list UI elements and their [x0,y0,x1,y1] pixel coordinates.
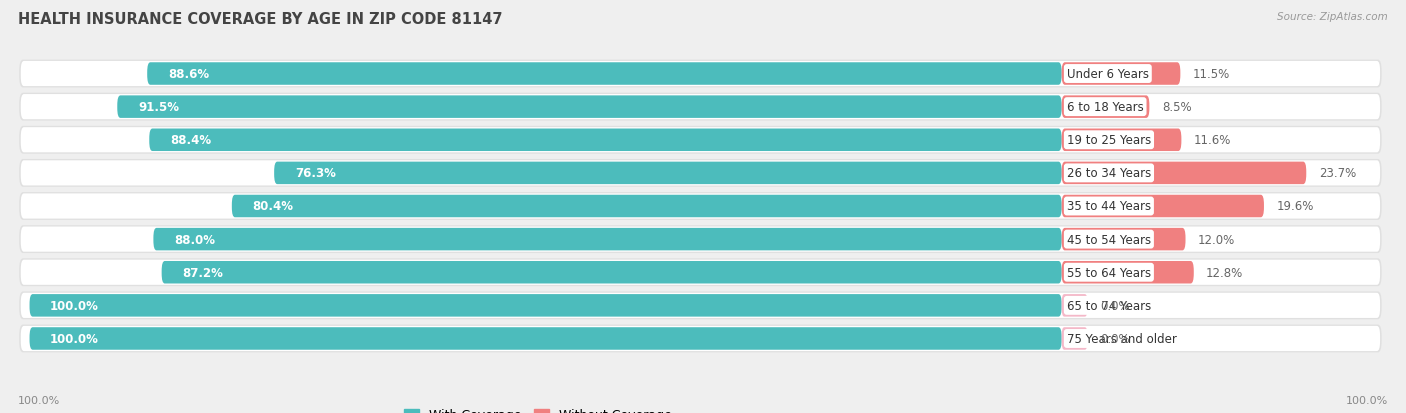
FancyBboxPatch shape [117,96,1062,119]
FancyBboxPatch shape [153,228,1062,251]
FancyBboxPatch shape [149,129,1062,152]
FancyBboxPatch shape [1062,294,1087,317]
Text: 19 to 25 Years: 19 to 25 Years [1067,134,1152,147]
FancyBboxPatch shape [21,326,1381,351]
Text: 11.5%: 11.5% [1192,68,1230,81]
Text: 35 to 44 Years: 35 to 44 Years [1067,200,1152,213]
FancyBboxPatch shape [30,294,1062,317]
FancyBboxPatch shape [20,325,1382,353]
FancyBboxPatch shape [1062,328,1087,350]
FancyBboxPatch shape [1062,195,1264,218]
FancyBboxPatch shape [21,260,1381,285]
Text: 100.0%: 100.0% [51,299,98,312]
FancyBboxPatch shape [1062,261,1194,284]
Text: 88.4%: 88.4% [170,134,211,147]
FancyBboxPatch shape [21,194,1381,219]
Text: 88.6%: 88.6% [167,68,209,81]
Legend: With Coverage, Without Coverage: With Coverage, Without Coverage [399,404,676,413]
FancyBboxPatch shape [20,60,1382,88]
FancyBboxPatch shape [21,95,1381,120]
FancyBboxPatch shape [20,225,1382,254]
Text: HEALTH INSURANCE COVERAGE BY AGE IN ZIP CODE 81147: HEALTH INSURANCE COVERAGE BY AGE IN ZIP … [18,12,503,27]
Text: 80.4%: 80.4% [253,200,294,213]
FancyBboxPatch shape [1062,96,1149,119]
Text: 91.5%: 91.5% [138,101,179,114]
FancyBboxPatch shape [21,293,1381,318]
FancyBboxPatch shape [232,195,1062,218]
FancyBboxPatch shape [20,93,1382,121]
FancyBboxPatch shape [21,161,1381,186]
FancyBboxPatch shape [20,192,1382,221]
Text: 65 to 74 Years: 65 to 74 Years [1067,299,1152,312]
FancyBboxPatch shape [1062,228,1185,251]
Text: 45 to 54 Years: 45 to 54 Years [1067,233,1152,246]
Text: 75 Years and older: 75 Years and older [1067,332,1177,345]
FancyBboxPatch shape [1062,129,1181,152]
Text: 0.0%: 0.0% [1099,299,1129,312]
Text: 26 to 34 Years: 26 to 34 Years [1067,167,1152,180]
Text: 88.0%: 88.0% [174,233,215,246]
FancyBboxPatch shape [21,227,1381,252]
Text: 6 to 18 Years: 6 to 18 Years [1067,101,1143,114]
Text: 12.0%: 12.0% [1198,233,1234,246]
FancyBboxPatch shape [20,259,1382,287]
Text: 100.0%: 100.0% [18,395,60,405]
Text: 100.0%: 100.0% [51,332,98,345]
Text: 87.2%: 87.2% [183,266,224,279]
Text: 12.8%: 12.8% [1206,266,1243,279]
FancyBboxPatch shape [1062,63,1181,85]
Text: 8.5%: 8.5% [1161,101,1191,114]
Text: 19.6%: 19.6% [1277,200,1313,213]
FancyBboxPatch shape [21,128,1381,153]
Text: 23.7%: 23.7% [1319,167,1355,180]
FancyBboxPatch shape [148,63,1062,85]
FancyBboxPatch shape [20,126,1382,154]
FancyBboxPatch shape [162,261,1062,284]
Text: Under 6 Years: Under 6 Years [1067,68,1149,81]
Text: 0.0%: 0.0% [1099,332,1129,345]
Text: Source: ZipAtlas.com: Source: ZipAtlas.com [1277,12,1388,22]
Text: 55 to 64 Years: 55 to 64 Years [1067,266,1152,279]
FancyBboxPatch shape [20,292,1382,320]
FancyBboxPatch shape [20,159,1382,188]
FancyBboxPatch shape [1062,162,1306,185]
FancyBboxPatch shape [30,328,1062,350]
Text: 11.6%: 11.6% [1194,134,1232,147]
Text: 100.0%: 100.0% [1346,395,1388,405]
FancyBboxPatch shape [21,62,1381,87]
FancyBboxPatch shape [274,162,1062,185]
Text: 76.3%: 76.3% [295,167,336,180]
